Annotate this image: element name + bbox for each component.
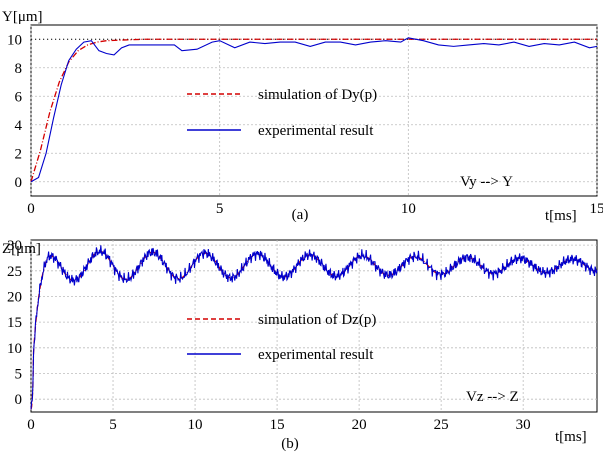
chart-a-ytick-2: 4 xyxy=(15,118,23,134)
chart-b-series-experimental xyxy=(30,245,598,410)
chart-b-ytick-2: 10 xyxy=(7,341,22,357)
chart-a-ylabel: Y[μm] xyxy=(2,9,43,25)
chart-a-series-experimental xyxy=(30,37,598,183)
chart-a-grid xyxy=(30,25,598,196)
chart-b-tick-labels: 0 5 10 15 20 25 30 0 5 10 15 20 25 30 xyxy=(7,238,531,433)
chart-a-series xyxy=(30,37,598,183)
chart-b-grid xyxy=(30,240,597,412)
chart-a-xtick-2: 10 xyxy=(401,201,416,217)
chart-a: 0 5 10 15 0 2 4 6 8 10 Y[μm] t[ms] (a) Vy --> Y s… xyxy=(2,9,603,224)
chart-a-series-simulation xyxy=(30,38,597,182)
chart-b-series xyxy=(30,245,598,410)
chart-b-xtick-1: 5 xyxy=(109,417,117,433)
chart-a-ytick-5: 10 xyxy=(7,32,22,48)
chart-b-ytick-1: 5 xyxy=(15,366,23,382)
chart-a-legend-exp-label: experimental result xyxy=(258,123,374,139)
chart-b-ytick-6: 30 xyxy=(7,238,22,254)
chart-a-xtick-1: 5 xyxy=(216,201,224,217)
chart-b-ytick-4: 20 xyxy=(7,289,22,305)
chart-b-ytick-5: 25 xyxy=(7,264,22,280)
chart-a-tick-labels: 0 5 10 15 0 2 4 6 8 10 xyxy=(7,32,603,217)
chart-b-ytick-3: 15 xyxy=(7,315,22,331)
chart-b-xlabel: t[ms] xyxy=(555,429,587,445)
chart-b-annotation: Vz --> Z xyxy=(466,389,519,405)
chart-a-caption: (a) xyxy=(292,207,309,223)
chart-b-xtick-3: 15 xyxy=(270,417,285,433)
chart-b-xtick-5: 25 xyxy=(434,417,449,433)
chart-b-series-simulation xyxy=(30,250,598,410)
chart-b-caption: (b) xyxy=(281,436,299,452)
chart-b-legend: simulation of Dz(p) experimental result xyxy=(187,312,376,363)
chart-a-ytick-1: 2 xyxy=(15,146,23,162)
chart-b-ylabel: Z[μm] xyxy=(2,241,41,257)
chart-a-xtick-3: 15 xyxy=(590,201,603,217)
chart-b-legend-exp-label: experimental result xyxy=(258,347,374,363)
chart-b-ytick-0: 0 xyxy=(15,392,23,408)
chart-a-annotation: Vy --> Y xyxy=(460,174,513,190)
chart-a-frame xyxy=(30,24,598,197)
chart-b-xtick-2: 10 xyxy=(188,417,203,433)
chart-a-xlabel: t[ms] xyxy=(545,208,577,224)
chart-b-xtick-4: 20 xyxy=(352,417,367,433)
chart-b-xtick-0: 0 xyxy=(27,417,35,433)
chart-b: 0 5 10 15 20 25 30 0 5 10 15 20 25 30 Z[μm] t[ms] (b)… xyxy=(2,238,598,452)
chart-a-ytick-3: 6 xyxy=(15,89,23,105)
chart-b-legend-sim-label: simulation of Dz(p) xyxy=(258,312,376,328)
chart-a-xtick-0: 0 xyxy=(27,201,35,217)
chart-a-legend-sim-label: simulation of Dy(p) xyxy=(258,87,377,103)
chart-a-ytick-0: 0 xyxy=(15,175,23,191)
chart-a-ytick-4: 8 xyxy=(15,61,23,77)
chart-b-xtick-6: 30 xyxy=(516,417,531,433)
chart-a-legend: simulation of Dy(p) experimental result xyxy=(187,87,377,139)
